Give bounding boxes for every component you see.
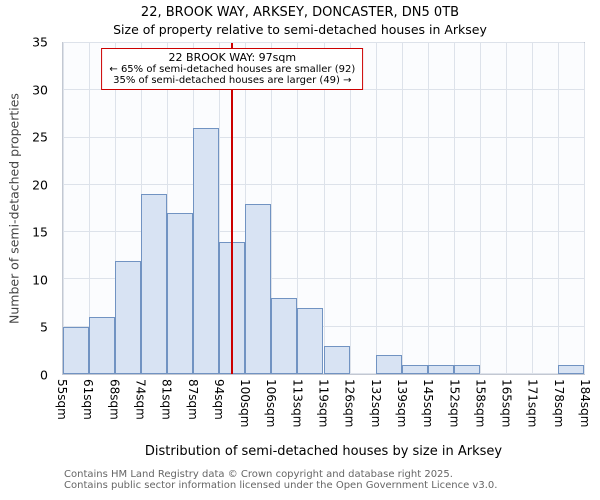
histogram-bar	[427, 364, 454, 374]
x-tick-label: 94sqm	[211, 379, 226, 420]
v-gridline	[427, 43, 429, 374]
histogram-bar	[89, 317, 116, 374]
footer-line1: Contains HM Land Registry data © Crown c…	[64, 469, 453, 480]
v-gridline	[271, 43, 273, 374]
footer: Contains HM Land Registry data © Crown c…	[64, 469, 497, 491]
histogram-bar	[557, 364, 584, 374]
h-gridline	[63, 42, 584, 43]
x-tick-label: 61sqm	[81, 379, 96, 420]
annotation-line3: 35% of semi-detached houses are larger (…	[113, 75, 352, 86]
x-tick-label: 165sqm	[499, 379, 514, 428]
x-tick-label: 184sqm	[578, 379, 592, 428]
v-gridline	[401, 43, 403, 374]
y-tick-label: 0	[40, 367, 48, 383]
x-tick-label: 171sqm	[525, 379, 540, 428]
marker-annotation: 22 BROOK WAY: 97sqm ← 65% of semi-detach…	[101, 48, 364, 90]
histogram-bar	[271, 298, 298, 374]
v-gridline	[323, 43, 325, 374]
footer-line2: Contains public sector information licen…	[64, 480, 498, 491]
x-tick-label: 178sqm	[551, 379, 566, 428]
v-gridline	[219, 43, 221, 374]
x-tick-labels: 55sqm 61sqm 68sqm 74sqm 81sqm 87sqm 94sqm 100sq…	[55, 379, 592, 443]
v-gridline	[584, 43, 585, 374]
v-gridline	[479, 43, 481, 374]
v-gridline	[375, 43, 377, 374]
x-tick-label: 158sqm	[473, 379, 488, 428]
v-gridline	[557, 43, 559, 374]
annotation-line1: 22 BROOK WAY: 97sqm	[168, 51, 297, 64]
x-tick-label: 119sqm	[316, 379, 331, 428]
annotation-line2: ← 65% of semi-detached houses are smalle…	[109, 64, 356, 75]
x-tick-label: 55sqm	[55, 379, 69, 420]
y-tick-label: 25	[32, 129, 48, 145]
x-tick-label: 145sqm	[421, 379, 436, 428]
v-gridline	[167, 43, 169, 374]
histogram-bar	[193, 128, 220, 374]
x-tick-label: 87sqm	[185, 379, 200, 420]
chart-title: 22, BROOK WAY, ARKSEY, DONCASTER, DN5 0T…	[140, 5, 460, 20]
histogram-bar	[167, 213, 194, 374]
v-gridline	[115, 43, 117, 374]
v-gridline	[89, 43, 91, 374]
x-tick-label: 126sqm	[342, 379, 357, 428]
v-gridline	[505, 43, 507, 374]
v-gridline	[453, 43, 455, 374]
x-tick-label: 152sqm	[447, 379, 462, 428]
x-tick-label: 139sqm	[394, 379, 409, 428]
v-gridline	[63, 43, 64, 374]
x-tick-label: 100sqm	[238, 379, 253, 428]
histogram-bar	[245, 203, 272, 374]
x-tick-label: 74sqm	[133, 379, 148, 420]
v-gridline	[349, 43, 351, 374]
property-size-marker-line	[231, 43, 234, 374]
histogram-bar	[401, 364, 428, 374]
plot-area: 22 BROOK WAY: 97sqm ← 65% of semi-detach…	[62, 42, 585, 375]
y-tick-label: 35	[32, 34, 48, 50]
histogram-bar	[297, 307, 324, 374]
x-axis-label: Distribution of semi-detached houses by …	[144, 444, 503, 459]
x-tick-label: 68sqm	[107, 379, 122, 420]
x-tick-label: 81sqm	[159, 379, 174, 420]
y-tick-label: 10	[32, 272, 48, 288]
y-tick-label: 20	[32, 177, 48, 193]
histogram-bar	[63, 326, 90, 374]
y-tick-label: 30	[32, 82, 48, 98]
chart-subtitle: Size of property relative to semi-detach…	[113, 22, 487, 37]
x-tick-label: 106sqm	[264, 379, 279, 428]
y-tick-label: 5	[40, 319, 48, 335]
histogram-bar	[141, 194, 168, 374]
v-gridline	[531, 43, 533, 374]
histogram-bar	[375, 355, 402, 374]
y-tick-label: 15	[32, 224, 48, 240]
histogram-bar	[323, 345, 350, 374]
y-tick-labels: 0 5 10 15 20 25 30 35	[0, 35, 56, 383]
x-tick-label: 132sqm	[368, 379, 383, 428]
histogram-bar	[115, 260, 142, 374]
v-gridline	[297, 43, 299, 374]
x-tick-label: 113sqm	[290, 379, 305, 428]
histogram-bar	[453, 364, 480, 374]
